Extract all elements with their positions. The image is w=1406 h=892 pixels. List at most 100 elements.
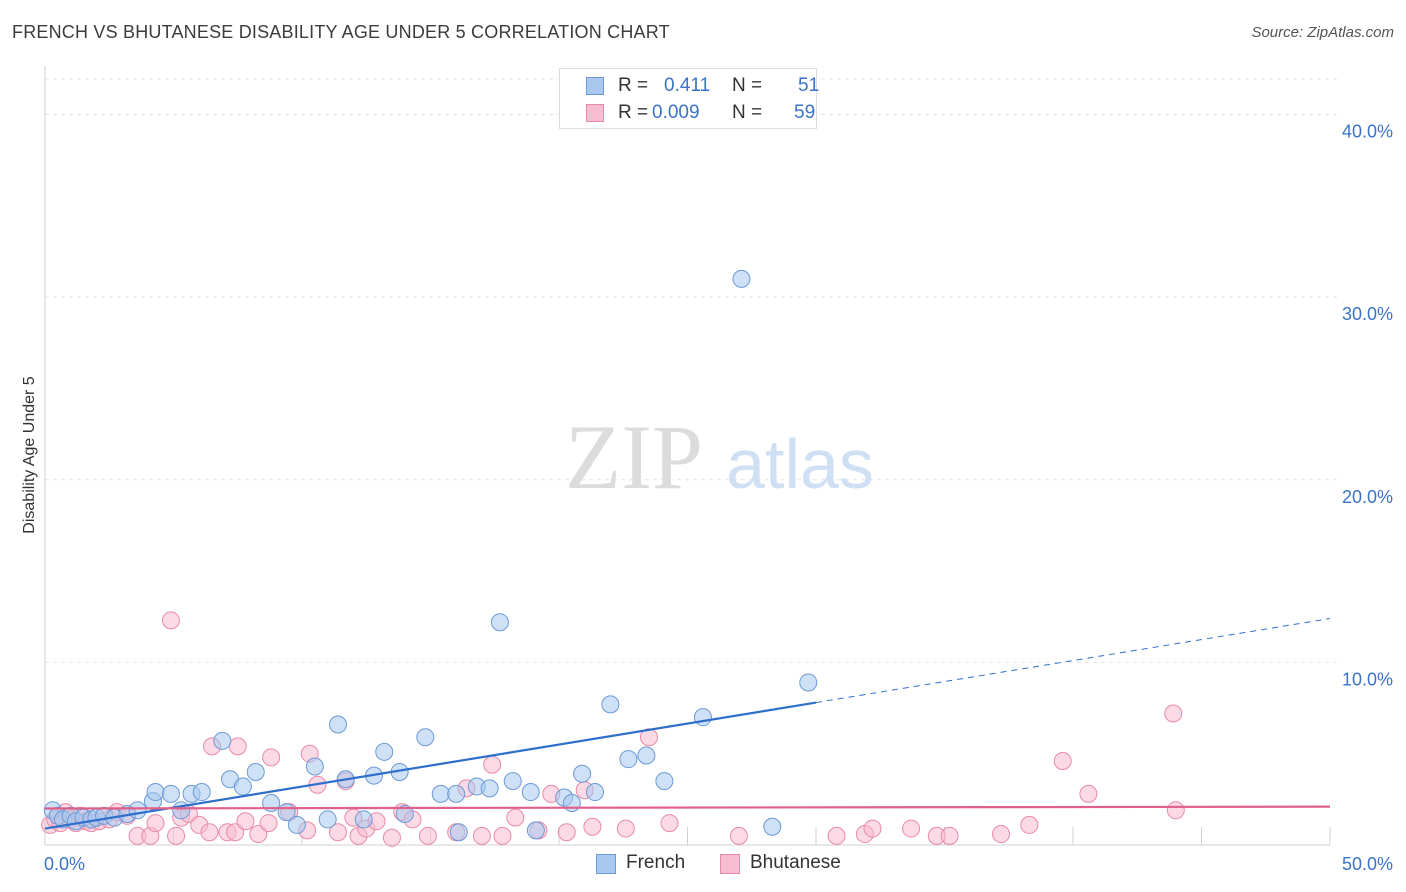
- x-tick-label-min: 0.0%: [44, 854, 85, 874]
- french-point-18: [213, 731, 232, 750]
- bhutanese-point-67: [1053, 751, 1072, 770]
- french-point-14: [161, 784, 180, 803]
- tick-labels: 10.0% 20.0% 30.0% 40.0% 0.0% 50.0%: [44, 122, 1393, 874]
- bottom-legend-swatch-french: [596, 854, 616, 874]
- bhutanese-point-46: [472, 826, 491, 845]
- legend-n-value-french: 51: [798, 75, 820, 96]
- french-trend-extension: [815, 618, 1331, 704]
- bhutanese-point-26: [236, 812, 255, 831]
- french-trend-line: [44, 701, 817, 830]
- bhutanese-point-59: [827, 826, 846, 845]
- french-points: [43, 269, 818, 842]
- grid-lines: [45, 78, 1340, 663]
- french-point-43: [526, 821, 545, 840]
- bhutanese-point-25: [228, 737, 247, 756]
- bhutanese-points: [41, 611, 1185, 847]
- y-tick-label-0: 10.0%: [1342, 669, 1393, 689]
- french-point-29: [354, 810, 373, 829]
- bhutanese-point-57: [660, 814, 679, 833]
- french-point-35: [431, 784, 450, 803]
- french-point-11: [128, 801, 147, 820]
- french-point-17: [192, 783, 211, 802]
- legend-n-label: N =: [732, 75, 763, 96]
- bottom-legend-label-bhutanese: Bhutanese: [750, 852, 841, 873]
- bhutanese-point-27: [249, 825, 268, 844]
- y-tick-label-1: 20.0%: [1342, 487, 1393, 507]
- bhutanese-point-69: [1164, 704, 1183, 723]
- french-point-50: [637, 746, 656, 765]
- y-tick-label-2: 30.0%: [1342, 304, 1393, 324]
- french-point-41: [503, 772, 522, 791]
- x-tick-label-max: 50.0%: [1342, 854, 1393, 874]
- french-point-34: [416, 728, 435, 747]
- source-credit: Source: ZipAtlas.com: [1251, 24, 1394, 41]
- french-point-54: [763, 817, 782, 836]
- french-point-51: [655, 772, 674, 791]
- french-point-13: [146, 783, 165, 802]
- bhutanese-point-24: [226, 823, 245, 842]
- bhutanese-point-16: [161, 611, 180, 630]
- bottom-legend-swatch-bhutanese: [720, 854, 740, 874]
- french-point-49: [619, 750, 638, 769]
- legend-swatch-french: [586, 77, 604, 95]
- legend: R = 0.411 N = 51 R = 0.009 N = 59: [559, 68, 820, 129]
- bhutanese-point-21: [200, 823, 219, 842]
- watermark: ZIP atlas: [565, 406, 874, 508]
- bhutanese-point-15: [146, 814, 165, 833]
- bhutanese-point-54: [583, 817, 602, 836]
- bhutanese-point-34: [328, 823, 347, 842]
- bhutanese-point-62: [902, 819, 921, 838]
- bhutanese-point-28: [259, 814, 278, 833]
- french-point-42: [521, 783, 540, 802]
- bhutanese-point-68: [1079, 784, 1098, 803]
- bhutanese-point-52: [557, 823, 576, 842]
- bhutanese-point-61: [863, 819, 882, 838]
- legend-r-value-french: 0.411: [664, 75, 711, 96]
- bhutanese-point-43: [418, 826, 437, 845]
- trend-lines: [44, 618, 1331, 830]
- watermark-atlas: atlas: [726, 425, 874, 503]
- bhutanese-point-47: [483, 755, 502, 774]
- french-point-27: [328, 715, 347, 734]
- french-point-39: [480, 779, 499, 798]
- bhutanese-trend-line: [44, 805, 1331, 810]
- french-point-33: [395, 804, 414, 823]
- bhutanese-point-66: [1020, 815, 1039, 834]
- french-point-55: [799, 673, 818, 692]
- french-point-48: [601, 695, 620, 714]
- legend-r-label: R =: [618, 75, 649, 96]
- bhutanese-point-17: [167, 826, 186, 845]
- chart-title: FRENCH VS BHUTANESE DISABILITY AGE UNDER…: [12, 22, 670, 42]
- legend-n-value-bhutanese: 59: [794, 102, 816, 123]
- french-point-26: [318, 810, 337, 829]
- french-point-20: [233, 777, 252, 796]
- bhutanese-point-29: [262, 748, 281, 767]
- legend-swatch-bhutanese: [586, 104, 604, 122]
- french-point-46: [573, 764, 592, 783]
- bhutanese-point-65: [992, 825, 1011, 844]
- legend-r-label: R =: [618, 102, 649, 123]
- bhutanese-point-70: [1166, 801, 1185, 820]
- french-point-47: [585, 783, 604, 802]
- bhutanese-point-55: [616, 819, 635, 838]
- french-point-45: [562, 793, 581, 812]
- bhutanese-point-49: [506, 808, 525, 827]
- french-point-24: [287, 815, 306, 834]
- bhutanese-point-64: [940, 826, 959, 845]
- french-point-36: [447, 784, 466, 803]
- french-point-31: [375, 742, 394, 761]
- french-point-37: [449, 823, 468, 842]
- french-point-53: [732, 269, 751, 288]
- watermark-zip: ZIP: [565, 406, 703, 508]
- bhutanese-point-58: [729, 826, 748, 845]
- french-point-25: [305, 757, 324, 776]
- legend-n-label: N =: [732, 102, 763, 123]
- bhutanese-point-40: [382, 828, 401, 847]
- y-tick-label-3: 40.0%: [1342, 122, 1393, 142]
- bottom-legend-label-french: French: [626, 852, 686, 873]
- legend-r-value-bhutanese: 0.009: [652, 102, 700, 123]
- french-point-40: [490, 613, 509, 632]
- bhutanese-point-48: [493, 826, 512, 845]
- french-point-21: [246, 762, 265, 781]
